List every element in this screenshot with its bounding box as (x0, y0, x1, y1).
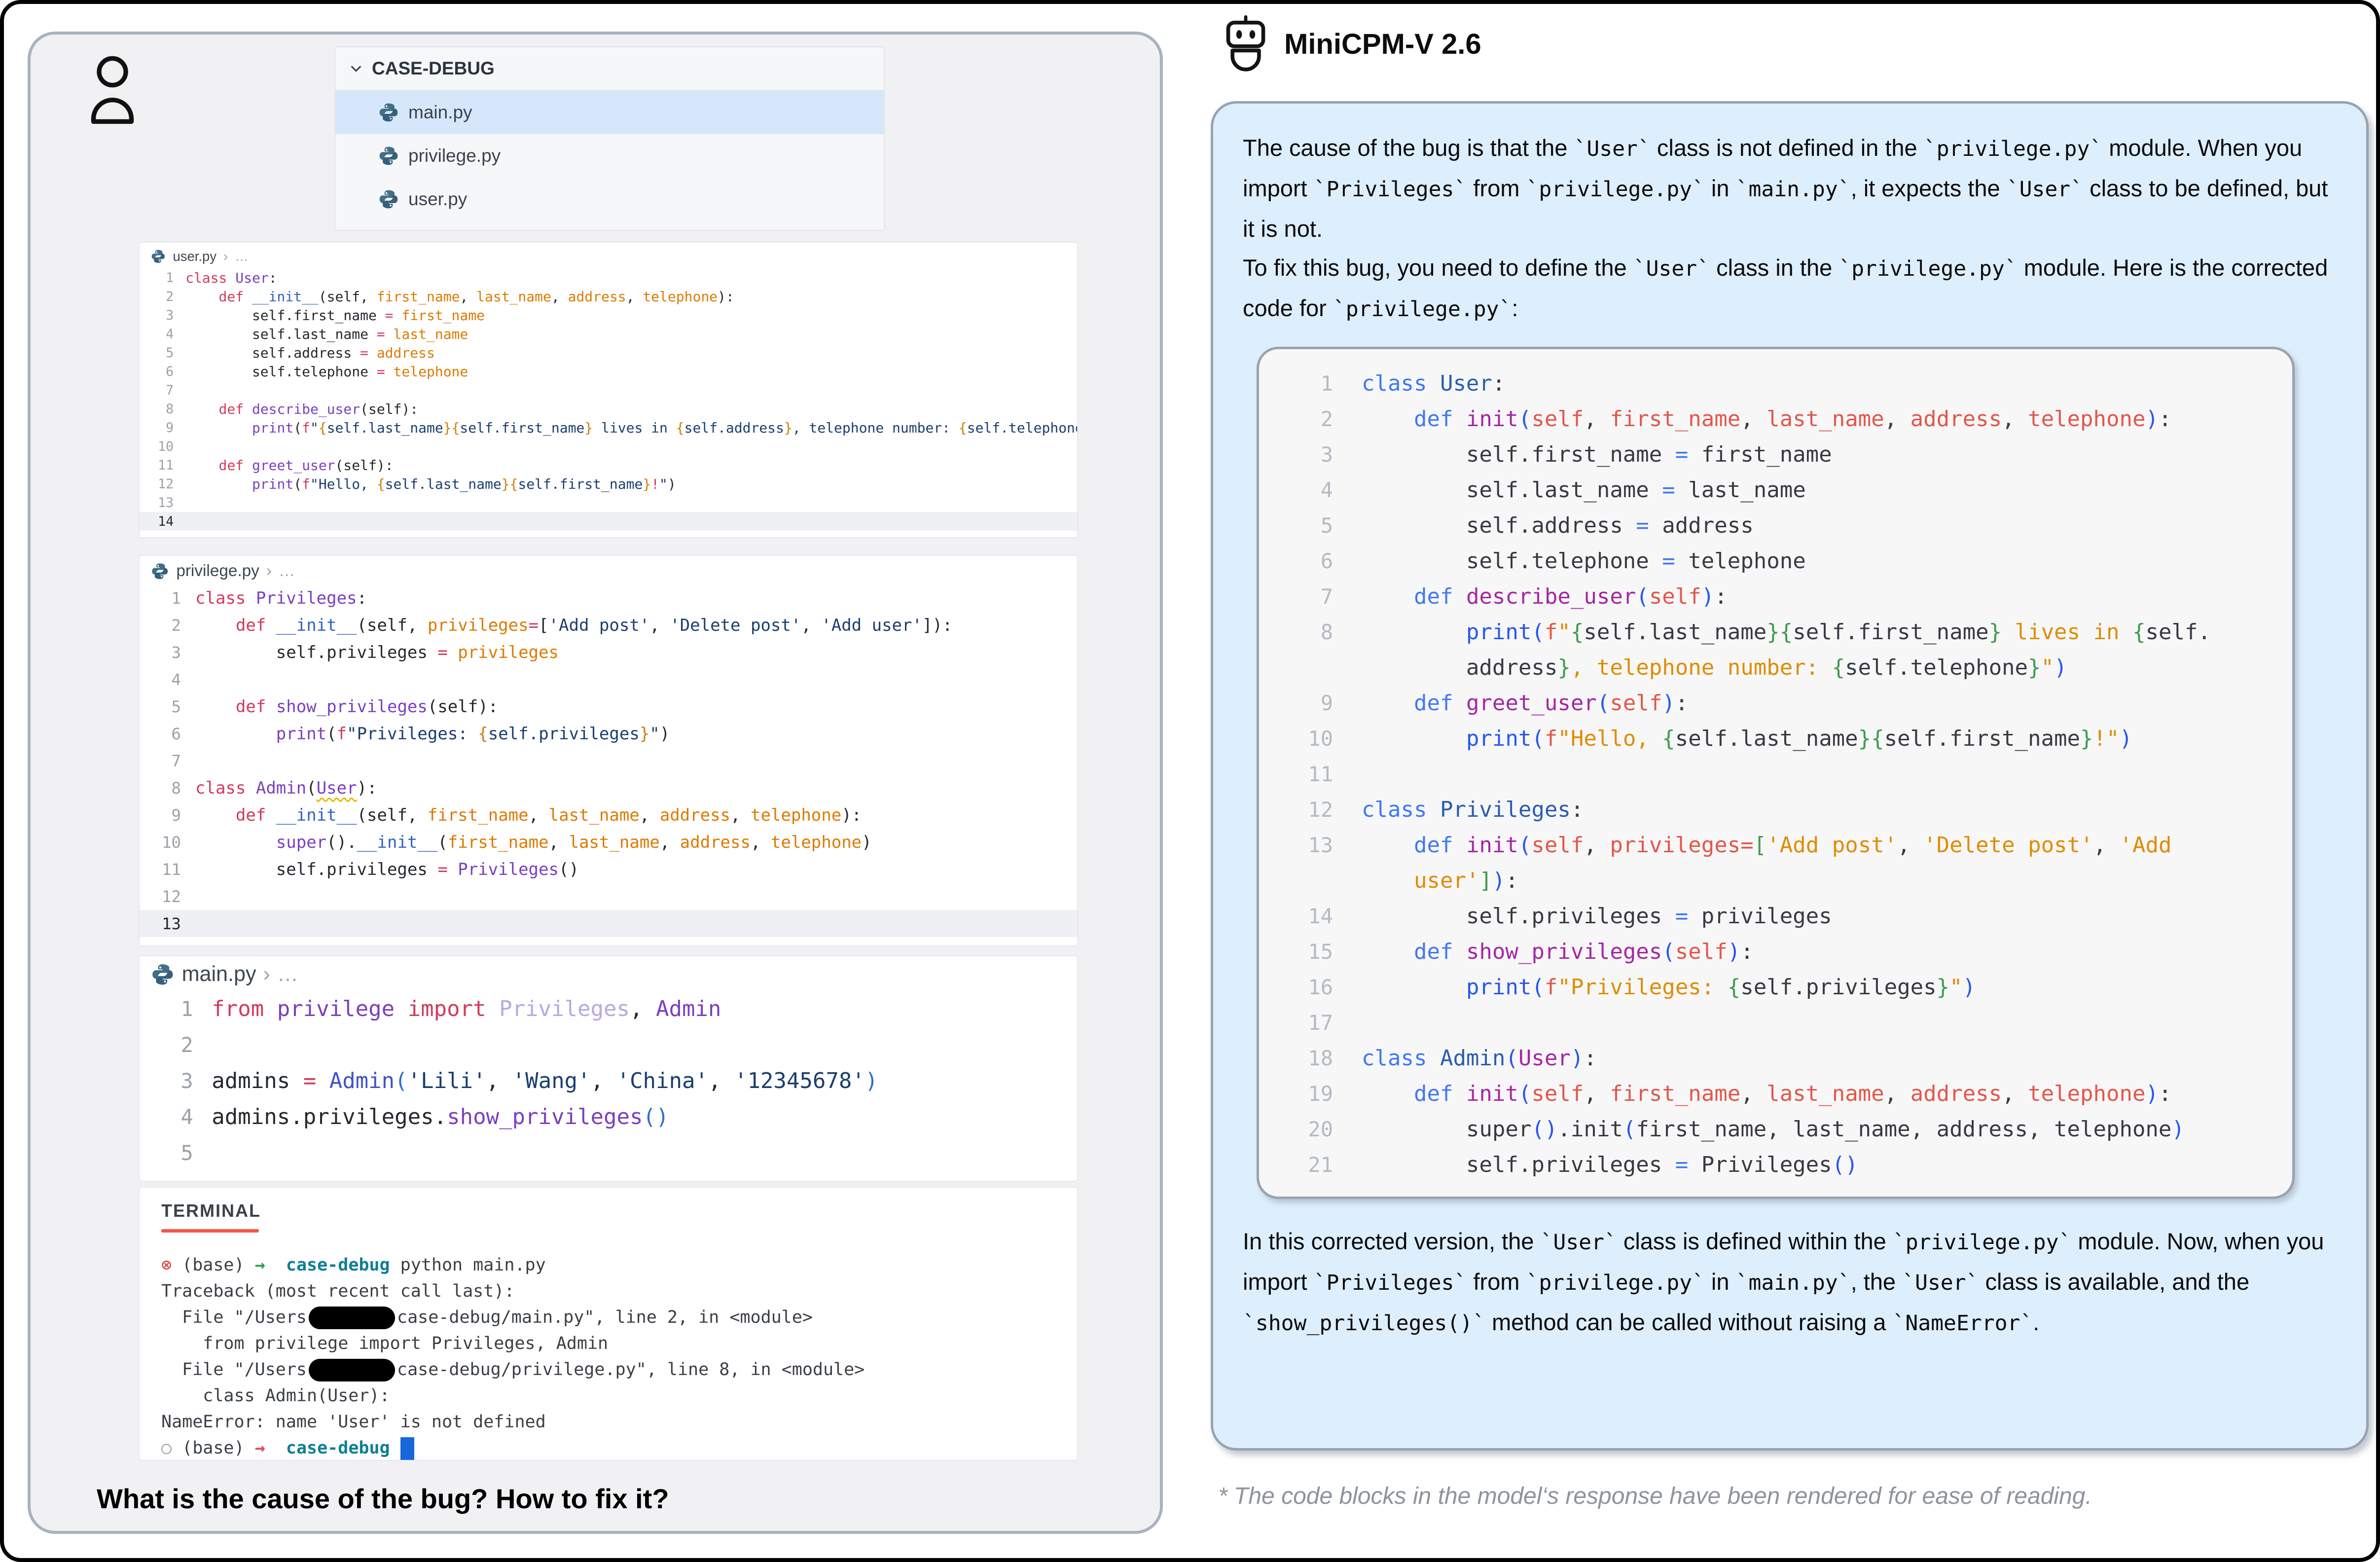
rendered-code-line: 20 super().init(first_name, last_name, a… (1308, 1117, 2185, 1142)
explorer-root[interactable]: CASE-DEBUG (335, 47, 884, 91)
rendered-code-line: 5 self.address = address (1320, 513, 1754, 538)
terminal-line: NameError: name 'User' is not defined (161, 1412, 546, 1432)
editor-breadcrumb[interactable]: user.py ›… (140, 243, 1077, 268)
code-line: 1 class Privileges: (171, 588, 367, 608)
rendered-code-line: 2 def init(self, first_name, last_name, … (1320, 406, 2172, 432)
ide-panel: CASE-DEBUG main.py privilege.py user.py … (28, 32, 1163, 1534)
code-line: 3 self.first_name = first_name (166, 307, 485, 324)
footnote: * The code blocks in the model‘s respons… (1218, 1483, 2092, 1509)
editor-main-py[interactable]: main.py ›… 1 from privilege import Privileg… (139, 955, 1078, 1182)
question-text: What is the cause of the bug? How to fix… (97, 1483, 669, 1514)
code-line: 1 class User: (166, 269, 277, 286)
rendered-code-line: 10 print(f"Hello, {self.last_name}{self.… (1308, 726, 2132, 751)
rendered-code-line: 4 self.last_name = last_name (1320, 477, 1806, 503)
code-line: 6 self.telephone = telephone (166, 363, 469, 380)
python-icon (151, 250, 165, 263)
rendered-code-line: 8 print(f"{self.last_name}{self.first_na… (1320, 619, 2211, 645)
code-line: 1 from privilege import Privileges, Admin (180, 996, 721, 1021)
terminal-line: ○ (base) → case-debug (161, 1435, 1077, 1461)
terminal-output: ⊗ (base) → case-debug python main.py Trac… (161, 1252, 1077, 1461)
code-line: 2 def __init__(self, privileges=['Add po… (171, 615, 953, 635)
code-line: 10 (158, 438, 174, 454)
code-line: 9 print(f"{self.last_name}{self.first_na… (166, 419, 1078, 436)
rendered-code-line: 3 self.first_name = first_name (1320, 442, 1832, 467)
rendered-code-line: 11 (1308, 762, 1333, 786)
response-paragraph: To fix this bug, you need to define the … (1243, 254, 2328, 322)
code-line: 13 (140, 910, 1077, 938)
code-line: 9 def __init__(self, first_name, last_na… (171, 805, 862, 825)
terminal-line: class Admin(User): (161, 1386, 390, 1406)
code-line: 2 (180, 1032, 193, 1057)
python-icon (152, 563, 168, 580)
code-line: 12 (162, 887, 181, 906)
chevron-down-icon (351, 66, 361, 72)
terminal-line: from privilege import Privileges, Admin (161, 1334, 609, 1353)
code-line: 13 (158, 495, 174, 510)
python-icon (379, 146, 398, 165)
code-line: 7 (166, 382, 174, 398)
model-header: MiniCPM-V 2.6 (1222, 15, 1481, 73)
python-icon (379, 103, 398, 122)
terminal-panel[interactable]: TERMINAL ⊗ (base) → case-debug python ma… (139, 1187, 1078, 1461)
code-line: 3 admins = Admin('Lili', 'Wang', 'China',… (180, 1068, 878, 1093)
terminal-line: Traceback (most recent call last): (161, 1281, 515, 1301)
code-line: 11 def greet_user(self): (158, 457, 394, 473)
code-line: 4 admins.privileges.show_privileges() (180, 1104, 669, 1129)
rendered-code-line: user']): (1413, 868, 1518, 893)
code-line: 5 (180, 1140, 193, 1165)
code-line: 6 print(f"Privileges: {self.privileges}"… (171, 724, 670, 744)
file-explorer: CASE-DEBUG main.py privilege.py user.py (334, 46, 885, 231)
rendered-code-line: 17 (1308, 1011, 1333, 1035)
editor-user-py[interactable]: user.py ›… 1 class User: 2 def __init__(self… (139, 242, 1078, 538)
user-avatar-icon (87, 51, 138, 130)
rendered-code-line: 13 def init(self, privileges=['Add post'… (1308, 833, 2172, 858)
terminal-line: File "/Users case-debug/main.py", line 2,… (161, 1305, 1077, 1331)
code-line: 14 (140, 512, 1077, 531)
editor-breadcrumb[interactable]: main.py ›… (140, 956, 1077, 991)
code-line: 5 self.address = address (166, 344, 435, 361)
code-line: 3 self.privileges = privileges (171, 642, 559, 662)
file-item-user-py[interactable]: user.py (335, 178, 884, 221)
code-line: 2 def __init__(self, first_name, last_na… (166, 288, 734, 305)
rendered-code-line: 16 print(f"Privileges: {self.privileges}… (1308, 975, 1976, 1000)
terminal-tab-label[interactable]: TERMINAL (161, 1200, 261, 1233)
rendered-code-line: 21 self.privileges = Privileges() (1308, 1152, 1858, 1177)
terminal-line: File "/Users case-debug/privilege.py", li… (161, 1357, 1077, 1383)
code-line: 11 self.privileges = Privileges() (162, 859, 579, 879)
rendered-code-line: 18 class Admin(User): (1308, 1046, 1597, 1071)
code-line: 5 def show_privileges(self): (171, 696, 499, 717)
code-line: 12 print(f"Hello, {self.last_name}{self.… (158, 475, 676, 492)
response-paragraph: The cause of the bug is that the `User` … (1243, 135, 2328, 242)
terminal-line: ⊗ (base) → case-debug python main.py (161, 1255, 546, 1275)
rendered-code-line: 1 class User: (1320, 371, 1506, 396)
code-line: 4 self.last_name = last_name (166, 326, 469, 342)
rendered-code-line: 7 def describe_user(self): (1320, 584, 1728, 609)
rendered-code-line: 9 def greet_user(self): (1320, 690, 1689, 716)
code-line: 10 super().__init__(first_name, last_nam… (162, 832, 872, 852)
rendered-code-line: address}, telephone number: {self.teleph… (1466, 655, 2067, 680)
explorer-file-list: main.py privilege.py user.py (335, 91, 884, 221)
python-icon (379, 190, 398, 209)
explorer-root-label: CASE-DEBUG (372, 58, 495, 78)
rendered-code-line: 19 def init(self, first_name, last_name,… (1308, 1081, 2172, 1106)
response-paragraph: In this corrected version, the `User` cl… (1243, 1228, 2324, 1336)
model-response-bubble: The cause of the bug is that the `User` … (1211, 101, 2369, 1451)
rendered-code-line: 14 self.privileges = privileges (1308, 904, 1832, 929)
robot-icon (1226, 15, 1265, 72)
python-icon (152, 964, 173, 985)
file-item-privilege-py[interactable]: privilege.py (335, 134, 884, 178)
editor-breadcrumb[interactable]: privilege.py ›… (140, 556, 1077, 584)
rendered-code-block: 1 class User: 2 def init(self, first_name,… (1257, 347, 2295, 1199)
code-line: 4 (171, 670, 181, 689)
file-item-main-py[interactable]: main.py (335, 91, 884, 134)
code-line: 8 class Admin(User): (171, 778, 377, 798)
rendered-code-line: 6 self.telephone = telephone (1320, 548, 1806, 574)
code-line: 7 (171, 751, 181, 770)
model-name: MiniCPM-V 2.6 (1284, 28, 1481, 60)
rendered-code-line: 15 def show_privileges(self): (1308, 939, 1754, 964)
editor-privilege-py[interactable]: privilege.py ›… 1 class Privileges: 2 def __… (139, 555, 1078, 946)
rendered-code-line: 12 class Privileges: (1308, 797, 1584, 822)
code-line: 8 def describe_user(self): (166, 400, 419, 417)
